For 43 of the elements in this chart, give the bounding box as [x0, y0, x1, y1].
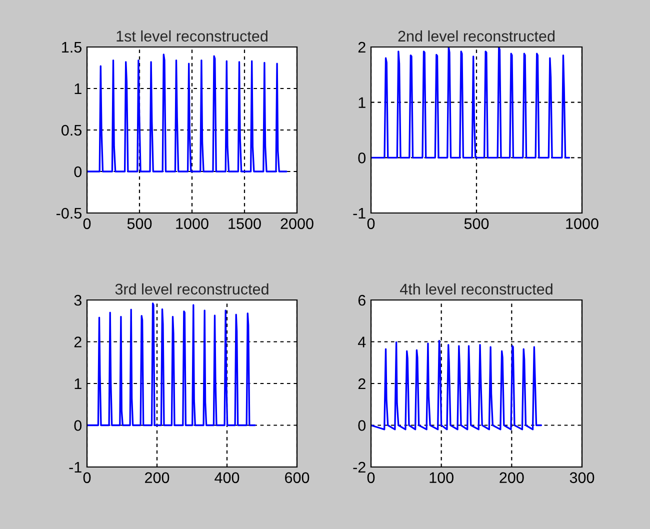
y-tick-label: -2 [353, 462, 366, 473]
y-tick-label: -1 [69, 462, 82, 473]
x-tick-label: 2000 [280, 218, 314, 230]
y-tick-label: 1 [74, 84, 82, 94]
x-tick-label: 400 [214, 472, 240, 484]
y-tick-label: 2 [74, 336, 82, 348]
line-series [87, 54, 288, 172]
x-tick-label: 1000 [566, 218, 598, 230]
chart-title: 3rd level reconstructed [115, 283, 268, 295]
x-tick-label: 200 [145, 472, 170, 484]
x-tick-label: 100 [430, 472, 454, 484]
y-tick-label: 4 [358, 336, 366, 348]
y-tick-label: -0.5 [56, 208, 82, 219]
y-tick-label: 2 [358, 378, 366, 390]
x-tick-label: 0 [83, 472, 91, 484]
line-series [87, 302, 256, 426]
x-tick-label: 0 [83, 218, 91, 230]
x-tick-label: 1000 [176, 218, 208, 230]
chart-title: 1st level reconstructed [116, 30, 268, 42]
x-tick-label: 0 [367, 472, 375, 484]
y-tick-label: 0 [358, 152, 366, 164]
x-tick-label: 0 [367, 218, 375, 230]
chart-title: 2nd level reconstructed [398, 30, 555, 42]
y-tick-label: 1 [74, 378, 82, 390]
y-tick-label: 0 [74, 420, 82, 431]
y-tick-label: 0.5 [62, 124, 82, 136]
x-tick-label: 600 [285, 472, 310, 484]
y-tick-label: 2 [358, 42, 366, 53]
y-tick-label: 0 [74, 166, 82, 178]
y-tick-label: 1 [358, 97, 366, 108]
y-tick-label: -1 [353, 208, 366, 219]
y-tick-label: 3 [74, 294, 82, 306]
x-tick-label: 1500 [228, 218, 261, 230]
x-tick-label: 200 [500, 472, 524, 484]
x-tick-label: 500 [464, 218, 489, 230]
x-tick-label: 500 [127, 218, 152, 230]
y-tick-label: 1.5 [62, 42, 82, 53]
chart-title: 4th level reconstructed [400, 283, 552, 295]
y-tick-label: 6 [358, 294, 366, 306]
x-tick-label: 300 [570, 472, 594, 484]
y-tick-label: 0 [358, 420, 366, 431]
line-series [371, 47, 570, 158]
line-series [371, 340, 542, 430]
